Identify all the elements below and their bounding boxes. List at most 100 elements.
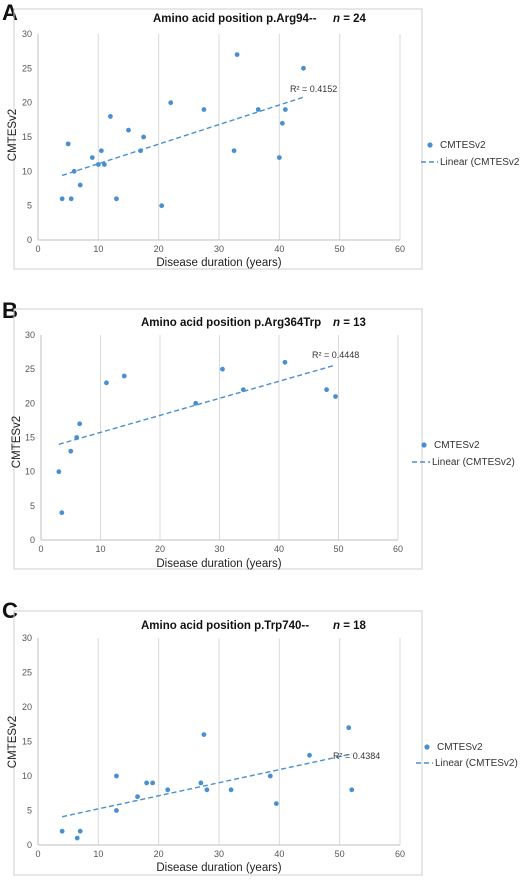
data-point xyxy=(228,787,234,793)
panel-letter: A xyxy=(2,0,18,25)
sample-size-label: n = 18 xyxy=(333,620,367,632)
x-tick-label: 0 xyxy=(38,544,43,554)
data-point xyxy=(77,182,83,188)
data-point xyxy=(346,725,352,731)
data-point xyxy=(59,828,65,834)
legend-label-trendline: Linear (CMTESv2) xyxy=(432,457,515,468)
x-tick-label: 50 xyxy=(333,544,343,554)
data-point xyxy=(77,828,83,834)
plot-area: 0 5 10 15 20 25 30 0 10 20 30 40 50 60 R² = 0.4152 xyxy=(22,29,405,254)
data-point xyxy=(201,107,207,112)
panel-b: B Amino acid position p.Arg364Trp n = 13… xyxy=(2,298,515,570)
data-point xyxy=(108,114,113,119)
y-tick-label: 5 xyxy=(30,501,35,511)
x-tick-label: 10 xyxy=(93,244,103,254)
data-point xyxy=(114,196,119,202)
x-axis-title: Disease duration (years) xyxy=(156,257,281,269)
data-point xyxy=(65,141,71,147)
y-axis-title: CMTESv2 xyxy=(7,109,19,161)
y-tick-label: 0 xyxy=(30,535,35,545)
data-point xyxy=(301,65,306,71)
x-tick-label: 20 xyxy=(154,244,164,254)
data-point xyxy=(267,773,273,779)
legend-marker-points xyxy=(427,142,433,148)
chart-title: Amino acid position p.Trp740-- xyxy=(141,620,309,632)
x-tick-label: 10 xyxy=(93,849,103,859)
sample-size-label: n = 13 xyxy=(333,317,366,329)
data-point xyxy=(71,168,77,174)
data-point xyxy=(104,380,109,386)
y-tick-label: 20 xyxy=(22,702,32,712)
y-axis-title: CMTESv2 xyxy=(11,416,23,468)
data-point xyxy=(68,448,74,454)
x-tick-label: 60 xyxy=(393,544,403,554)
legend-label-trendline: Linear (CMTESv2) xyxy=(435,758,518,769)
data-point xyxy=(255,107,261,112)
data-point xyxy=(198,780,204,786)
trendline xyxy=(61,753,352,818)
y-tick-label: 10 xyxy=(22,166,32,176)
data-point xyxy=(276,155,282,161)
y-tick-label: 25 xyxy=(25,364,35,374)
data-point xyxy=(101,162,107,167)
data-point xyxy=(159,203,165,209)
data-point xyxy=(68,196,74,202)
x-tick-label: 20 xyxy=(154,849,164,859)
y-tick-label: 15 xyxy=(25,433,35,443)
data-point xyxy=(165,787,171,793)
data-point xyxy=(220,366,225,372)
plot-area: 0 5 10 15 20 25 30 0 10 20 30 40 50 60 R² = 0.4384 xyxy=(22,633,405,859)
data-point xyxy=(74,835,80,841)
r-squared-label: R² = 0.4152 xyxy=(290,84,337,94)
data-point xyxy=(240,387,246,393)
data-point xyxy=(282,107,288,112)
x-tick-label: 50 xyxy=(335,244,345,254)
legend-label-points: CMTESv2 xyxy=(437,742,483,753)
x-tick-label: 30 xyxy=(214,244,224,254)
data-point xyxy=(98,148,104,154)
data-point xyxy=(333,394,338,399)
y-tick-label: 20 xyxy=(22,98,32,108)
legend-label-points: CMTESv2 xyxy=(434,440,480,451)
x-axis-title: Disease duration (years) xyxy=(156,558,281,570)
trendline xyxy=(61,96,304,177)
sample-size-label: n = 24 xyxy=(333,13,367,25)
data-point xyxy=(324,387,329,393)
data-point xyxy=(59,510,65,516)
data-point xyxy=(138,148,143,154)
r-squared-label: R² = 0.4384 xyxy=(333,751,380,761)
y-tick-label: 30 xyxy=(22,633,32,643)
x-tick-label: 20 xyxy=(155,544,165,554)
data-point xyxy=(141,134,146,140)
n-symbol: n xyxy=(333,620,340,632)
x-tick-label: 30 xyxy=(214,849,224,859)
chart-frame xyxy=(13,308,423,570)
data-point xyxy=(201,732,207,737)
legend: CMTESv2 Linear (CMTESv2) xyxy=(412,440,515,468)
y-tick-label: 20 xyxy=(25,398,35,408)
n-value: = 18 xyxy=(340,620,367,632)
y-tick-label: 10 xyxy=(22,771,32,781)
plot-area: 0 5 10 15 20 25 30 0 10 20 30 40 50 60 R² = 0.4448 xyxy=(25,330,403,554)
data-point xyxy=(204,787,210,793)
y-tick-label: 15 xyxy=(22,737,32,747)
panel-c: C Amino acid position p.Trp740-- n = 18 … xyxy=(2,598,518,876)
data-point xyxy=(231,148,237,154)
legend-marker-points xyxy=(424,744,430,750)
x-tick-label: 40 xyxy=(274,544,284,554)
data-point xyxy=(273,801,279,806)
x-tick-label: 0 xyxy=(35,244,40,254)
data-point xyxy=(114,773,119,779)
chart-frame xyxy=(13,8,423,270)
data-point xyxy=(121,373,127,379)
r-squared-label: R² = 0.4448 xyxy=(312,350,359,360)
y-tick-label: 5 xyxy=(27,806,32,816)
chart-title: Amino acid position p.Arg364Trp xyxy=(141,317,321,329)
chart-frame xyxy=(13,610,423,876)
x-tick-label: 10 xyxy=(95,544,105,554)
data-point xyxy=(349,787,355,793)
data-point xyxy=(307,752,312,758)
data-point xyxy=(144,780,150,786)
panel-letter: B xyxy=(2,298,18,323)
